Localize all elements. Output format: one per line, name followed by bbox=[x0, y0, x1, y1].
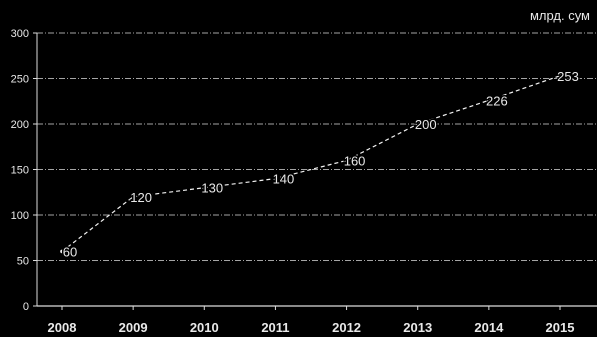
data-label: 120 bbox=[130, 190, 152, 205]
data-label: 226 bbox=[486, 93, 508, 108]
y-tick-label: 250 bbox=[11, 74, 29, 86]
data-point bbox=[415, 122, 420, 126]
data-label: 200 bbox=[415, 117, 437, 132]
x-tick-label: 2014 bbox=[474, 320, 504, 335]
axis-layer: 0 50 100 150 200 250 300 2008 2009 2010 2011 2012 20… bbox=[11, 28, 575, 335]
data-point bbox=[202, 185, 207, 190]
data-label: 160 bbox=[344, 153, 366, 168]
data-label: 130 bbox=[201, 181, 223, 196]
x-tick-label: 2013 bbox=[403, 320, 432, 335]
data-label: 253 bbox=[557, 69, 579, 84]
series-line bbox=[61, 75, 561, 252]
grid-layer bbox=[37, 32, 597, 307]
y-tick-label: 150 bbox=[11, 165, 29, 177]
unit-label: млрд. сум bbox=[530, 8, 590, 23]
x-tick-label: 2008 bbox=[48, 320, 77, 335]
x-tick-label: 2012 bbox=[332, 320, 361, 335]
data-label: 60 bbox=[63, 244, 77, 259]
y-tick-label: 200 bbox=[11, 119, 29, 131]
y-tick-label: 100 bbox=[11, 210, 29, 222]
y-tick-label: 300 bbox=[11, 28, 29, 40]
data-point bbox=[60, 249, 64, 254]
data-point bbox=[131, 195, 135, 199]
data-point bbox=[344, 158, 349, 163]
y-tick-label: 0 bbox=[23, 301, 29, 313]
label-layer: 60 120 130 140 160 200 226 253 bbox=[61, 67, 580, 261]
x-tick-label: 2011 bbox=[261, 320, 289, 335]
data-point bbox=[487, 98, 491, 103]
x-tick-label: 2009 bbox=[119, 320, 148, 335]
data-label: 140 bbox=[273, 172, 295, 187]
data-point bbox=[273, 176, 278, 181]
data-point bbox=[558, 73, 562, 78]
series-layer bbox=[60, 73, 562, 254]
x-tick-label: 2015 bbox=[546, 320, 575, 335]
x-tick-label: 2010 bbox=[190, 320, 219, 335]
y-tick-label: 50 bbox=[17, 256, 29, 268]
